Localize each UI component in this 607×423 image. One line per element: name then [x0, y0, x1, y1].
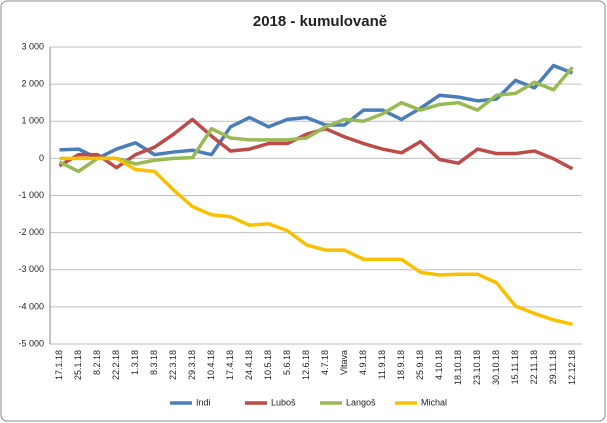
y-tick-label: -2 000 [18, 227, 44, 237]
legend-label: Indi [196, 397, 211, 407]
legend-label: Langoš [346, 397, 376, 407]
x-tick-label: 23.10.18 [472, 350, 482, 385]
x-tick-label: 8.3.18 [149, 350, 159, 375]
x-tick-label: 4.10.18 [434, 350, 444, 380]
y-tick-label: 0 [39, 153, 44, 163]
x-tick-label: 22.11.18 [529, 350, 539, 384]
x-tick-label: 25.9.18 [415, 350, 425, 380]
x-tick-label: Vltava [339, 350, 349, 375]
x-tick-label: 8.2.18 [92, 350, 102, 375]
x-tick-label: 5.6.18 [282, 350, 292, 375]
y-tick-label: -4 000 [18, 301, 44, 311]
line-series [59, 156, 573, 327]
x-tick-label: 17.4.18 [225, 350, 235, 380]
x-tick-label: 15.11.18 [510, 350, 520, 384]
x-tick-label: 24.4.18 [244, 350, 254, 380]
x-tick-label: 12.6.18 [301, 350, 311, 380]
y-tick-label: 2 000 [21, 79, 44, 89]
y-tick-label: -5 000 [18, 338, 44, 348]
x-tick-label: 29.11.18 [548, 350, 558, 384]
x-tick-label: 4.7.18 [320, 350, 330, 375]
x-tick-label: 22.2.18 [111, 350, 121, 380]
x-tick-label: 29.3.18 [187, 350, 197, 380]
x-tick-label: 10.4.18 [206, 350, 216, 380]
x-tick-label: 11.9.18 [377, 350, 387, 379]
x-tick-label: 18.9.18 [396, 350, 406, 380]
x-tick-label: 10.5.18 [263, 350, 273, 380]
chart-title: 2018 - kumulovaně [253, 13, 387, 30]
legend-label: Michal [421, 397, 447, 407]
x-tick-label: 25.1.18 [73, 350, 83, 380]
x-tick-label: 18.10.18 [453, 350, 463, 385]
x-tick-label: 4.9.18 [358, 350, 368, 375]
x-tick-label: 30.10.18 [491, 350, 501, 385]
y-tick-label: 3 000 [21, 41, 44, 51]
y-tick-label: -1 000 [18, 190, 44, 200]
y-tick-label: 1 000 [21, 116, 44, 126]
x-tick-label: 22.3.18 [168, 350, 178, 380]
line-series [59, 63, 574, 161]
x-tick-label: 1.3.18 [130, 350, 140, 375]
y-tick-label: -3 000 [18, 264, 44, 274]
x-tick-label: 17.1.18 [54, 350, 64, 380]
x-tick-label: 12.12.18 [567, 350, 577, 385]
legend-label: Luboš [271, 397, 296, 407]
line-series [58, 66, 574, 174]
